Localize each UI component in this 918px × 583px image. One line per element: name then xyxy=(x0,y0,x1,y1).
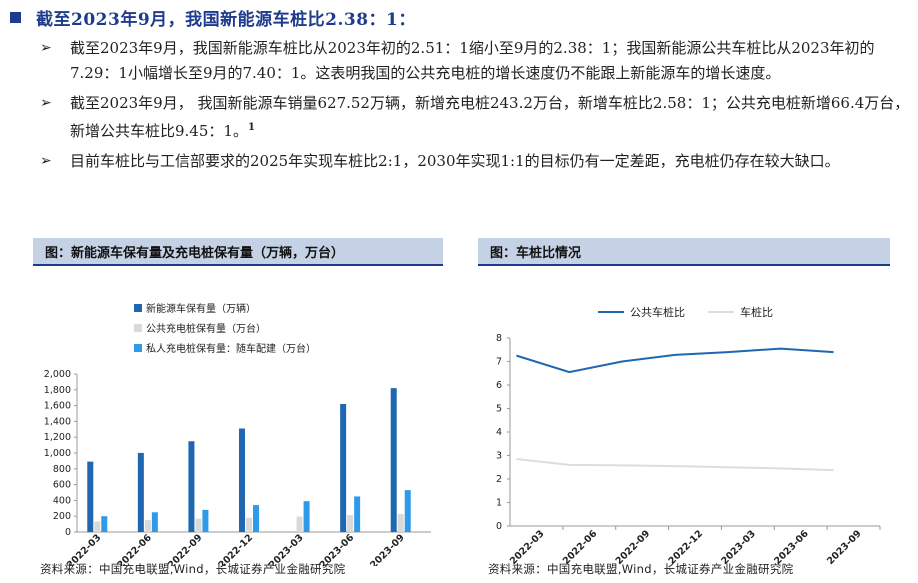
bar-ev xyxy=(137,452,144,532)
line-chart-panel: 图：车桩比情况 公共车桩比 车桩比 0 1 2 3 4 5 6 7 8 2022-03 2022-06 2… xyxy=(478,238,890,566)
bullet-text-body: 截至2023年9月， 我国新能源车销量627.52万辆，新增充电桩243.2万台… xyxy=(70,94,910,140)
bar-y-tick-label: 0 xyxy=(65,527,71,538)
bar-y-tick-label: 1,200 xyxy=(44,432,71,443)
bar-chart: 新能源车保有量（万辆） 公共充电桩保有量（万台） 私人充电桩保有量：随车配建（万台）… xyxy=(44,302,431,566)
legend-ev-label: 新能源车保有量（万辆） xyxy=(146,302,256,315)
line-chart-source: 资料来源：中国充电联盟,Wind，长城证券产业金融研究院 xyxy=(488,562,794,576)
bar-y-tick-label: 400 xyxy=(53,495,71,506)
bar-private xyxy=(101,516,108,532)
bar-private xyxy=(303,501,310,532)
line-public-ratio-legend-label: 公共车桩比 xyxy=(630,305,685,319)
bullet-text: 截至2023年9月，我国新能源车桩比从2023年初的2.51：1缩小至9月的2.… xyxy=(70,39,875,82)
bar-y-tick-label: 200 xyxy=(53,511,71,522)
bar-public xyxy=(397,513,404,532)
line-y-tick-label: 8 xyxy=(496,333,502,344)
line-y-tick-label: 5 xyxy=(496,404,502,415)
bar-public xyxy=(94,521,101,532)
arrow-bullet-icon: ➢ xyxy=(40,40,52,56)
legend-public-swatch xyxy=(134,324,142,332)
legend-private-swatch xyxy=(134,344,142,352)
bar-private xyxy=(202,509,209,532)
bar-private xyxy=(151,512,158,532)
line-total-ratio xyxy=(516,458,834,472)
bar-y-tick-label: 600 xyxy=(53,480,71,491)
bar-x-tick-label: 2023-09 xyxy=(368,532,407,566)
line-y-tick-label: 6 xyxy=(496,380,502,391)
bullet-text: 截至2023年9月， 我国新能源车销量627.52万辆，新增充电桩243.2万台… xyxy=(70,94,909,140)
heading-text: 截至2023年9月，我国新能源车桩比2.38：1： xyxy=(36,9,416,30)
bar-ev xyxy=(390,388,397,532)
bullet-item-2: ➢ 截至2023年9月， 我国新能源车销量627.52万辆，新增充电桩243.2… xyxy=(40,91,915,143)
line-chart-title: 图：车桩比情况 xyxy=(490,245,582,261)
line-x-tick-label: 2023-09 xyxy=(825,528,864,566)
bar-public xyxy=(347,515,354,532)
bar-ev xyxy=(188,441,195,532)
line-y-tick-label: 0 xyxy=(496,521,502,532)
bullet-text: 目前车桩比与工信部要求的2025年实现车桩比2:1，2030年实现1:1的目标仍… xyxy=(70,152,840,170)
legend-ev-swatch xyxy=(134,304,142,312)
bar-chart-source: 资料来源：中国充电联盟,Wind，长城证券产业金融研究院 xyxy=(40,562,346,576)
line-chart-title-bar: 图：车桩比情况 xyxy=(478,238,890,266)
line-public-ratio xyxy=(516,347,834,374)
bar-ev xyxy=(340,404,347,532)
bar-y-tick-label: 2,000 xyxy=(44,369,71,380)
bullet-item-1: ➢ 截至2023年9月，我国新能源车桩比从2023年初的2.51：1缩小至9月的… xyxy=(40,36,915,85)
bullet-item-3: ➢ 目前车桩比与工信部要求的2025年实现车桩比2:1，2030年实现1:1的目… xyxy=(40,149,915,174)
bar-chart-title: 图：新能源车保有量及充电桩保有量（万辆，万台） xyxy=(45,245,345,261)
legend-private-label: 私人充电桩保有量：随车配建（万台） xyxy=(146,342,316,355)
bar-y-tick-label: 1,000 xyxy=(44,448,71,459)
legend-public-label: 公共充电桩保有量（万台） xyxy=(146,322,266,335)
heading-bullet-square xyxy=(10,11,21,23)
bar-public xyxy=(195,518,202,532)
line-y-tick-label: 3 xyxy=(496,451,502,462)
bar-public xyxy=(296,516,303,532)
bar-y-tick-label: 800 xyxy=(53,464,71,475)
bar-public xyxy=(246,517,252,532)
bar-private xyxy=(404,490,411,532)
line-y-tick-label: 7 xyxy=(496,357,502,368)
bullet-list: ➢ 截至2023年9月，我国新能源车桩比从2023年初的2.51：1缩小至9月的… xyxy=(40,36,915,180)
bar-chart-title-bar: 图：新能源车保有量及充电桩保有量（万辆，万台） xyxy=(33,238,443,266)
bar-private xyxy=(354,496,361,532)
bar-private xyxy=(253,505,259,532)
arrow-bullet-icon: ➢ xyxy=(40,95,52,111)
section-heading: 截至2023年9月，我国新能源车桩比2.38：1： xyxy=(10,4,416,30)
line-y-tick-label: 2 xyxy=(496,474,502,485)
arrow-bullet-icon: ➢ xyxy=(40,153,52,169)
bar-ev xyxy=(239,428,245,532)
bar-public xyxy=(144,520,151,532)
line-total-ratio-legend-label: 车桩比 xyxy=(740,305,773,319)
line-y-tick-label: 1 xyxy=(496,498,502,509)
footnote-marker[interactable]: 1 xyxy=(247,121,255,133)
bar-y-tick-label: 1,600 xyxy=(44,401,71,412)
line-y-tick-label: 4 xyxy=(496,427,502,438)
bar-y-tick-label: 1,800 xyxy=(44,385,71,396)
bar-ev xyxy=(87,461,94,532)
bar-chart-panel: 图：新能源车保有量及充电桩保有量（万辆，万台） 新能源车保有量（万辆） 公共充电桩… xyxy=(33,238,443,566)
bar-y-tick-label: 1,400 xyxy=(44,416,71,427)
